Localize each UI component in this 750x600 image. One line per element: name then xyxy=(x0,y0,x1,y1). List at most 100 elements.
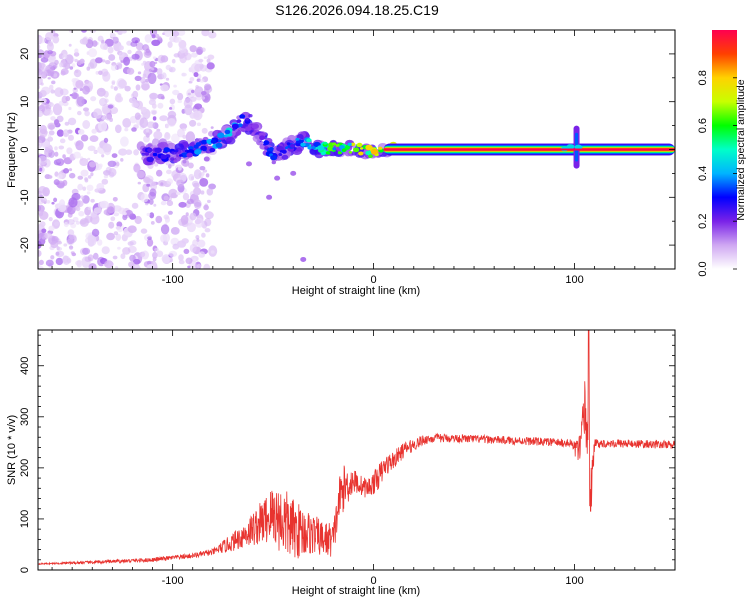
noise-speckle xyxy=(204,83,212,91)
signal-core xyxy=(338,145,345,150)
noise-speckle xyxy=(107,46,114,54)
noise-speckle xyxy=(131,127,137,132)
noise-speckle xyxy=(75,221,80,225)
signal-core xyxy=(276,145,284,152)
noise-speckle xyxy=(62,255,71,265)
signal-core xyxy=(281,149,287,154)
signal-core xyxy=(270,155,278,161)
noise-speckle xyxy=(133,258,141,265)
noise-speckle xyxy=(189,212,197,221)
noise-speckle xyxy=(71,92,78,100)
signal-core xyxy=(332,147,337,151)
signal-core xyxy=(218,139,222,143)
signal-core xyxy=(295,137,300,141)
signal-core xyxy=(263,140,270,145)
noise-speckle xyxy=(115,124,122,134)
noise-speckle xyxy=(152,251,158,259)
noise-speckle xyxy=(107,160,117,167)
spectrogram-x-label: Height of straight line (km) xyxy=(292,285,420,297)
noise-speckle xyxy=(193,110,203,121)
noise-speckle xyxy=(181,72,186,77)
signal-core xyxy=(290,144,295,148)
noise-speckle xyxy=(69,172,76,179)
noise-speckle xyxy=(38,111,41,117)
noise-speckle xyxy=(168,250,178,257)
noise-speckle xyxy=(151,67,155,71)
noise-speckle xyxy=(189,243,197,253)
noise-speckle xyxy=(58,145,65,150)
noise-speckle xyxy=(145,78,149,83)
noise-speckle xyxy=(77,60,82,66)
noise-speckle xyxy=(89,30,97,33)
signal-core xyxy=(332,142,337,146)
noise-speckle xyxy=(206,62,215,70)
noise-speckle xyxy=(167,118,176,127)
noise-speckle xyxy=(112,36,119,44)
noise-speckle xyxy=(82,186,86,191)
noise-speckle xyxy=(194,63,203,72)
noise-speckle xyxy=(142,73,147,78)
noise-speckle xyxy=(72,58,76,62)
noise-speckle xyxy=(193,199,202,210)
noise-speckle xyxy=(121,30,127,34)
noise-speckle xyxy=(188,162,194,169)
noise-speckle xyxy=(199,78,205,83)
signal-core xyxy=(224,129,231,135)
noise-speckle xyxy=(161,72,167,79)
noise-speckle xyxy=(182,192,190,201)
noise-speckle xyxy=(38,76,43,86)
noise-speckle xyxy=(38,155,48,166)
noise-speckle xyxy=(203,56,208,59)
noise-speckle xyxy=(47,50,53,55)
noise-speckle xyxy=(79,88,83,91)
noise-speckle xyxy=(64,62,71,70)
noise-speckle xyxy=(155,215,163,224)
noise-speckle xyxy=(185,212,189,217)
noise-speckle xyxy=(63,243,68,247)
noise-speckle xyxy=(117,246,121,250)
signal-core xyxy=(215,142,223,148)
noise-speckle xyxy=(201,30,210,37)
noise-speckle xyxy=(162,233,170,243)
noise-speckle xyxy=(149,92,159,100)
noise-speckle xyxy=(38,259,44,266)
noise-speckle xyxy=(92,40,98,47)
noise-speckle xyxy=(40,102,50,109)
noise-speckle xyxy=(118,52,125,58)
noise-speckle xyxy=(76,96,86,107)
noise-speckle xyxy=(74,69,79,74)
noise-speckle xyxy=(141,62,145,66)
noise-speckle xyxy=(54,59,59,65)
noise-speckle xyxy=(99,88,104,93)
snr-background xyxy=(38,330,675,570)
noise-speckle xyxy=(156,169,163,177)
noise-speckle xyxy=(167,41,173,48)
noise-speckle xyxy=(68,168,73,172)
noise-speckle xyxy=(187,92,191,96)
signal-core xyxy=(365,144,373,151)
noise-speckle xyxy=(148,99,156,106)
noise-speckle xyxy=(87,145,96,152)
signal-core xyxy=(317,145,324,151)
colorbar-label: Normalized spectral amplitude xyxy=(735,79,747,220)
spectrogram-y-tick-label: -10 xyxy=(19,189,31,205)
noise-speckle xyxy=(202,169,208,173)
snr-y-tick-label: 100 xyxy=(19,510,31,528)
noise-speckle xyxy=(97,239,103,246)
signal-spot xyxy=(290,170,297,176)
noise-speckle xyxy=(52,103,63,116)
signal-core xyxy=(147,148,153,153)
noise-speckle xyxy=(163,195,169,201)
noise-speckle xyxy=(191,89,195,94)
signal-core xyxy=(350,142,356,146)
signal-core xyxy=(200,145,207,151)
noise-speckle xyxy=(151,181,157,187)
noise-speckle xyxy=(97,35,104,42)
snr-series-line xyxy=(38,330,675,566)
signal-core xyxy=(144,152,150,156)
noise-speckle xyxy=(111,81,116,85)
noise-speckle xyxy=(51,80,56,85)
noise-speckle xyxy=(115,226,122,230)
noise-speckle xyxy=(110,216,116,222)
noise-speckle xyxy=(45,259,54,267)
